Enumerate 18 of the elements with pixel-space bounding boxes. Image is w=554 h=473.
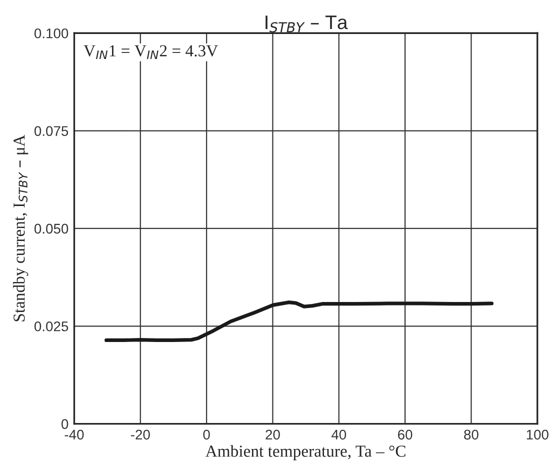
x-tick-label: 40 xyxy=(331,430,346,440)
annotation: V$_{IN}$1 = V$_{IN}$2 = 4.3V xyxy=(84,45,218,59)
y-tick-label: 0.025 xyxy=(34,321,68,332)
x-axis-title: Ambient temperature, Ta – °C xyxy=(205,445,406,460)
x-tick-label: 60 xyxy=(398,430,412,440)
y-tick-label: 0 xyxy=(62,419,68,429)
chart-title: I$_{STBY}$ – Ta xyxy=(266,16,348,32)
y-axis-title: Standby current, I$_{STBY}$ – μA xyxy=(13,134,28,322)
x-tick-label: 0 xyxy=(203,430,210,440)
x-tick-label: -40 xyxy=(64,430,84,440)
line-series xyxy=(104,300,494,342)
y-tick-label: 0.075 xyxy=(34,126,68,136)
x-tick-label: 20 xyxy=(266,430,280,440)
x-tick-label: 100 xyxy=(526,430,548,440)
x-tick-label: -20 xyxy=(130,430,150,440)
x-tick-label: 80 xyxy=(464,430,478,440)
y-tick-label: 0.050 xyxy=(34,224,68,234)
y-tick-label: 0.100 xyxy=(34,28,68,38)
